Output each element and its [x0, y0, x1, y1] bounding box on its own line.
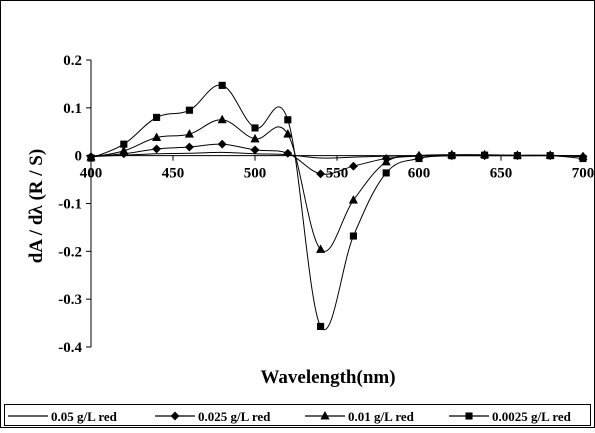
data-point: [217, 114, 227, 124]
y-tick-label: 0.2: [63, 53, 82, 69]
y-tick-label: -0.4: [58, 340, 82, 356]
legend-entry: 0.05 g/L red: [8, 409, 118, 424]
data-point: [513, 152, 521, 160]
legend-label: 0.025 g/L red: [198, 409, 271, 424]
data-point: [283, 148, 293, 158]
legend-entry: 0.025 g/L red: [155, 409, 271, 424]
data-point: [382, 169, 390, 177]
data-point: [184, 129, 195, 138]
data-point: [546, 152, 554, 160]
data-point: [317, 322, 325, 330]
x-tick-label: 400: [80, 166, 103, 182]
data-point: [119, 145, 129, 155]
legend-label: 0.0025 g/L red: [492, 409, 572, 424]
x-tick-label: 500: [244, 166, 267, 182]
data-point: [381, 156, 391, 166]
data-point: [348, 161, 358, 171]
y-tick-label: -0.3: [58, 292, 82, 308]
data-point: [152, 144, 162, 154]
data-point: [218, 81, 226, 89]
legend-label: 0.05 g/L red: [51, 409, 118, 424]
data-point: [315, 244, 326, 253]
data-point: [217, 139, 227, 149]
data-point: [153, 113, 161, 121]
legend-entry: 0.0025 g/L red: [449, 409, 572, 424]
x-tick-label: 450: [162, 166, 185, 182]
data-point: [283, 129, 293, 138]
data-point: [250, 133, 260, 143]
legend-entry: 0.01 g/L red: [305, 409, 415, 424]
x-axis-title: Wavelength(nm): [260, 367, 395, 388]
legend-label: 0.01 g/L red: [348, 409, 415, 424]
data-point: [250, 145, 260, 155]
y-tick-label: 0.1: [63, 101, 82, 117]
data-point: [348, 195, 359, 204]
data-point: [251, 124, 259, 132]
legend-marker-diamond: [170, 411, 180, 421]
x-tick-label: 600: [408, 166, 431, 182]
data-point: [349, 232, 357, 240]
data-point: [316, 169, 326, 179]
data-point: [184, 142, 194, 152]
data-point: [185, 106, 193, 114]
legend: 0.05 g/L red 0.025 g/L red 0.01 g/L red 0.0…: [4, 404, 591, 426]
data-point: [120, 140, 128, 148]
data-point: [151, 132, 162, 141]
y-tick-label: -0.1: [58, 197, 82, 213]
y-tick-label: -0.2: [58, 244, 82, 260]
series-line: [90, 84, 584, 331]
data-point: [87, 154, 95, 162]
data-point: [481, 151, 489, 159]
x-tick-label: 650: [490, 166, 513, 182]
x-tick-label: 700: [572, 166, 595, 182]
y-tick-label: 0: [75, 149, 83, 165]
data-point: [448, 152, 456, 160]
data-point: [284, 116, 292, 124]
y-axis-title: dA / dλ (R / S): [26, 149, 47, 263]
legend-marker-triangle: [320, 410, 330, 420]
data-point: [579, 154, 587, 163]
legend-marker-square: [465, 412, 473, 420]
data-point: [415, 154, 423, 163]
series-4: [87, 81, 587, 331]
legend-box: [4, 404, 591, 426]
